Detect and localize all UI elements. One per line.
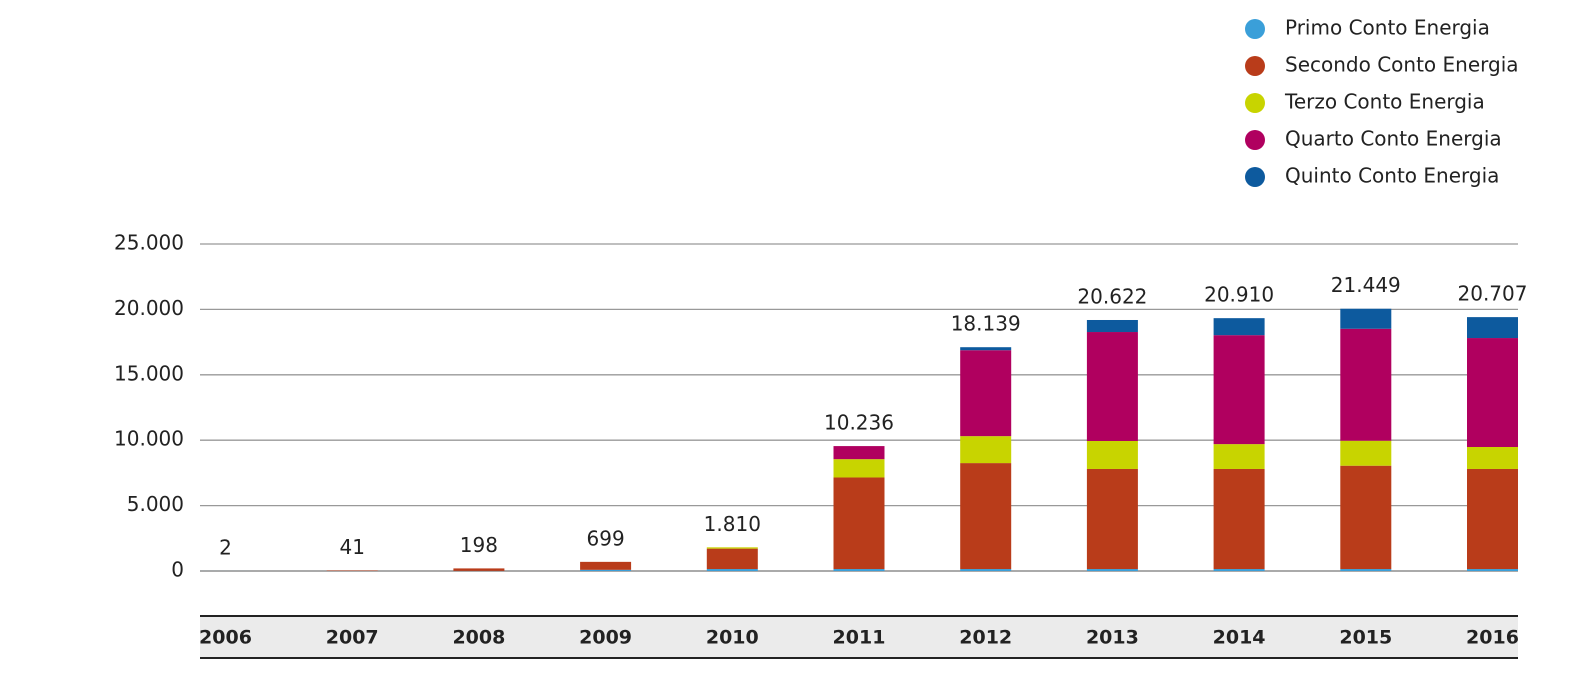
bar-segment (707, 547, 758, 548)
bar-segment (1214, 335, 1265, 444)
bar-segment (707, 549, 758, 569)
bar-segment (1087, 332, 1138, 441)
total-label: 2 (219, 535, 232, 559)
y-tick-label: 15.000 (114, 361, 184, 385)
y-tick-label: 0 (171, 558, 184, 582)
x-tick-label: 2011 (833, 627, 886, 649)
x-tick-label: 2007 (326, 627, 379, 649)
bar-segment (1467, 338, 1518, 447)
bar-segment (707, 569, 758, 571)
legend-label: Primo Conto Energia (1285, 16, 1490, 40)
bar-segment (1467, 447, 1518, 469)
x-tick-label: 2015 (1339, 627, 1392, 649)
bar-segment (1214, 444, 1265, 469)
legend-marker (1245, 93, 1265, 113)
total-label: 699 (587, 526, 625, 550)
legend-marker (1245, 167, 1265, 187)
bar-segment (960, 350, 1011, 436)
total-label: 1.810 (704, 512, 761, 536)
legend-label: Secondo Conto Energia (1285, 53, 1519, 77)
bar-segment (1340, 466, 1391, 569)
bar-segment (1214, 318, 1265, 335)
x-tick-label: 2014 (1213, 627, 1266, 649)
bar-segment (1340, 569, 1391, 571)
total-label: 18.139 (951, 312, 1021, 336)
bar-segment (1340, 441, 1391, 466)
bar-segment (1340, 309, 1391, 329)
bar-segment (580, 570, 631, 571)
total-label: 20.707 (1458, 282, 1528, 306)
total-label: 21.449 (1331, 273, 1401, 297)
total-label: 10.236 (824, 411, 894, 435)
x-tick-label: 2009 (579, 627, 632, 649)
total-label: 41 (339, 535, 364, 559)
x-tick-label: 2010 (706, 627, 759, 649)
x-tick-label: 2006 (199, 627, 252, 649)
bar-segment (834, 477, 885, 569)
legend-marker (1245, 56, 1265, 76)
legend-marker (1245, 19, 1265, 39)
y-tick-label: 10.000 (114, 427, 184, 451)
y-tick-label: 5.000 (127, 492, 184, 516)
bar-segment (1214, 469, 1265, 569)
total-label: 20.910 (1204, 283, 1274, 307)
x-tick-label: 2013 (1086, 627, 1139, 649)
total-label: 198 (460, 533, 498, 557)
legend-label: Quinto Conto Energia (1285, 164, 1499, 188)
total-label: 20.622 (1077, 284, 1147, 308)
legend-marker (1245, 130, 1265, 150)
bar-segment (453, 568, 504, 570)
bar-segment (834, 446, 885, 459)
bar-segment (834, 569, 885, 571)
bar-segment (1467, 317, 1518, 338)
bar-segment (1087, 320, 1138, 332)
legend-label: Terzo Conto Energia (1284, 90, 1485, 114)
bar-segment (960, 463, 1011, 569)
y-tick-label: 25.000 (114, 231, 184, 255)
x-tick-label: 2012 (959, 627, 1012, 649)
bar-segment (1087, 469, 1138, 569)
bar-segment (1467, 469, 1518, 569)
y-tick-label: 20.000 (114, 296, 184, 320)
bar-segment (960, 569, 1011, 571)
bar-segment (1467, 569, 1518, 571)
bar-segment (960, 436, 1011, 463)
bar-segment (1214, 569, 1265, 571)
bar-segment (1087, 569, 1138, 571)
bar-segment (960, 347, 1011, 350)
x-tick-label: 2016 (1466, 627, 1519, 649)
bar-segment (1087, 441, 1138, 469)
bar-segment (580, 562, 631, 570)
x-tick-label: 2008 (452, 627, 505, 649)
legend-label: Quarto Conto Energia (1285, 127, 1502, 151)
bar-segment (834, 459, 885, 477)
bar-segment (1340, 329, 1391, 441)
